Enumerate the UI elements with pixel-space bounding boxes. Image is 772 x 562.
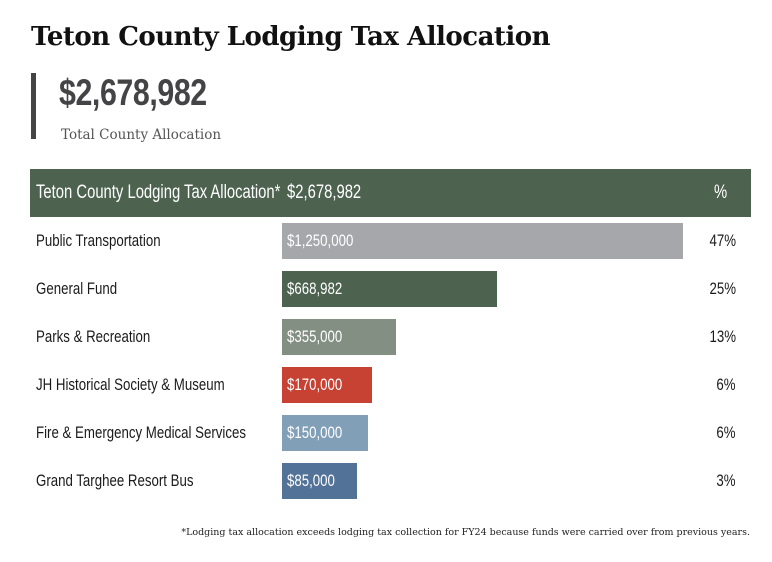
row-label-text: Parks & Recreation [36,327,151,346]
row-label: Public Transportation [36,231,196,251]
footnote: *Lodging tax allocation exceeds lodging … [181,527,750,538]
header-percent-text: % [714,182,728,203]
row-label-text: Fire & Emergency Medical Services [36,423,247,442]
bar-value-label: $150,000 [287,423,358,443]
header-total-text: $2,678,982 [287,182,362,203]
percent-text: 47% [709,231,736,250]
bar-value-label: $1,250,000 [287,231,372,251]
percent-text: 13% [709,327,736,346]
table-header: Teton County Lodging Tax Allocation* $2,… [30,169,751,217]
percent-label: 47% [702,231,736,251]
row-label-text: Public Transportation [36,231,161,250]
bar-value-label: $170,000 [287,375,358,395]
bar-value-label: $668,982 [287,279,358,299]
bar-value-text: $1,250,000 [287,231,354,250]
row-label: General Fund [36,279,140,299]
header-percent: % [714,182,731,204]
bar-value-text: $150,000 [287,423,343,442]
percent-label: 25% [702,279,736,299]
bar-value-label: $355,000 [287,327,358,347]
bar: $668,982 [282,271,497,307]
row-label: Grand Targhee Resort Bus [36,471,238,491]
row-label-text: General Fund [36,279,118,298]
percent-label: 13% [702,327,736,347]
kpi-accent-rule [31,73,36,139]
header-label: Teton County Lodging Tax Allocation* [36,182,349,204]
percent-label: 3% [711,471,736,491]
bar: $150,000 [282,415,368,451]
page-title: Teton County Lodging Tax Allocation [31,22,551,52]
percent-text: 6% [716,423,736,442]
bar-value-text: $85,000 [287,471,335,490]
total-allocation-label: Total County Allocation [61,127,222,143]
total-allocation-value: $2,678,982 [59,72,207,113]
bar: $85,000 [282,463,357,499]
bar: $1,250,000 [282,223,683,259]
percent-label: 6% [711,423,736,443]
header-total: $2,678,982 [287,182,382,204]
bar-value-text: $668,982 [287,279,343,298]
percent-text: 25% [709,279,736,298]
row-label-text: Grand Targhee Resort Bus [36,471,194,490]
row-label: Parks & Recreation [36,327,182,347]
bar-value-label: $85,000 [287,471,348,491]
bar: $355,000 [282,319,396,355]
bar: $170,000 [282,367,372,403]
percent-text: 6% [716,375,736,394]
percent-label: 6% [711,375,736,395]
row-label: Fire & Emergency Medical Services [36,423,305,443]
row-label-text: JH Historical Society & Museum [36,375,225,394]
row-label: JH Historical Society & Museum [36,375,278,395]
header-label-text: Teton County Lodging Tax Allocation* [36,182,281,203]
percent-text: 3% [716,471,736,490]
bar-value-text: $355,000 [287,327,343,346]
bar-value-text: $170,000 [287,375,343,394]
